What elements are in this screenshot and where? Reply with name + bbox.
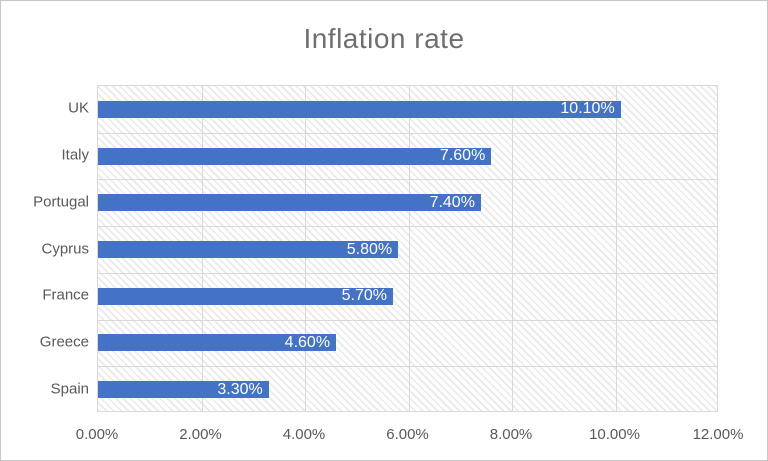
data-label: 7.60% [439, 147, 486, 165]
x-tick-label: 8.00% [489, 426, 533, 443]
x-tick-label: 4.00% [282, 426, 326, 443]
category-label-france: France [42, 286, 89, 304]
bar-italy: 7.60% [98, 147, 492, 165]
horizontal-gridline [98, 132, 717, 134]
category-label-spain: Spain [50, 380, 89, 398]
vertical-gridline [408, 86, 410, 411]
bar-cyprus: 5.80% [98, 240, 399, 258]
horizontal-gridline [98, 179, 717, 181]
data-label: 3.30% [217, 380, 263, 398]
x-tick-label: 10.00% [589, 426, 640, 443]
horizontal-gridline [98, 226, 717, 228]
x-tick-label: 0.00% [75, 426, 119, 443]
category-label-italy: Italy [61, 146, 89, 164]
data-label: 5.80% [346, 240, 393, 258]
x-tick-label: 2.00% [179, 426, 222, 443]
data-label: 5.70% [341, 287, 387, 305]
x-tick-label: 6.00% [386, 426, 429, 443]
vertical-gridline [615, 86, 617, 411]
x-axis: 0.00% 2.00% 4.00% 6.00% 8.00% 10.00% 12.00% [1, 412, 767, 452]
horizontal-gridline [98, 272, 717, 274]
vertical-gridline [512, 86, 513, 411]
horizontal-gridline [98, 366, 717, 368]
bar-greece: 4.60% [98, 333, 337, 352]
bar-uk: 10.10% [98, 100, 621, 118]
data-label: 7.40% [429, 193, 475, 211]
data-label: 4.60% [284, 333, 331, 351]
data-label: 10.10% [560, 100, 615, 118]
category-label-portugal: Portugal [33, 193, 89, 211]
y-axis-category-labels: UK Italy Portugal Cyprus France Greece Spain [1, 85, 89, 412]
bar-portugal: 7.40% [98, 193, 481, 212]
chart-title: Inflation rate [303, 23, 465, 54]
category-label-uk: UK [68, 99, 89, 117]
x-tick-label: 12.00% [692, 426, 744, 443]
plot-area: 10.10% 7.60% 7.40% 5.80% 5.70% 4.60% 3.30% [97, 85, 718, 412]
category-label-cyprus: Cyprus [41, 240, 89, 257]
category-label-greece: Greece [39, 333, 89, 351]
bar-france: 5.70% [98, 287, 393, 305]
bar-spain: 3.30% [98, 380, 269, 399]
horizontal-gridline [98, 319, 717, 321]
